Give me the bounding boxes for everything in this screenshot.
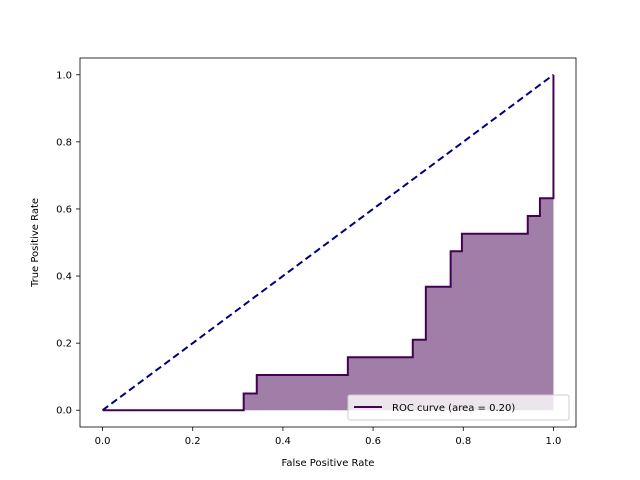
x-tick-label: 0.6 [365, 436, 381, 447]
x-tick-label: 0.4 [275, 436, 291, 447]
x-tick-label: 1.0 [546, 436, 562, 447]
x-tick-label: 0.0 [95, 436, 111, 447]
y-tick-label: 0.4 [56, 272, 72, 283]
y-tick-label: 0.0 [56, 406, 72, 417]
x-axis-ticks: 0.0 0.2 0.4 0.6 0.8 1.0 [95, 427, 562, 447]
roc-area-fill [102, 74, 554, 411]
axes-frame [79, 57, 577, 428]
legend: ROC curve (area = 0.20) [347, 394, 570, 421]
plot-area [101, 73, 555, 412]
x-tick-label: 0.8 [455, 436, 471, 447]
y-tick-label: 1.0 [56, 70, 72, 81]
roc-curve-line [102, 74, 555, 412]
y-axis-ticks: 0.0 0.2 0.4 0.6 0.8 1.0 [56, 70, 80, 417]
y-tick-label: 0.8 [56, 137, 72, 148]
x-tick-label: 0.2 [185, 436, 201, 447]
y-tick-label: 0.6 [56, 204, 72, 215]
legend-label-roc: ROC curve (area = 0.20) [392, 403, 515, 414]
chance-diagonal-line [101, 73, 555, 412]
x-axis-label: False Positive Rate [282, 458, 375, 469]
y-tick-label: 0.2 [56, 339, 72, 350]
legend-box [347, 394, 570, 421]
y-axis-label: True Positive Rate [30, 198, 41, 288]
